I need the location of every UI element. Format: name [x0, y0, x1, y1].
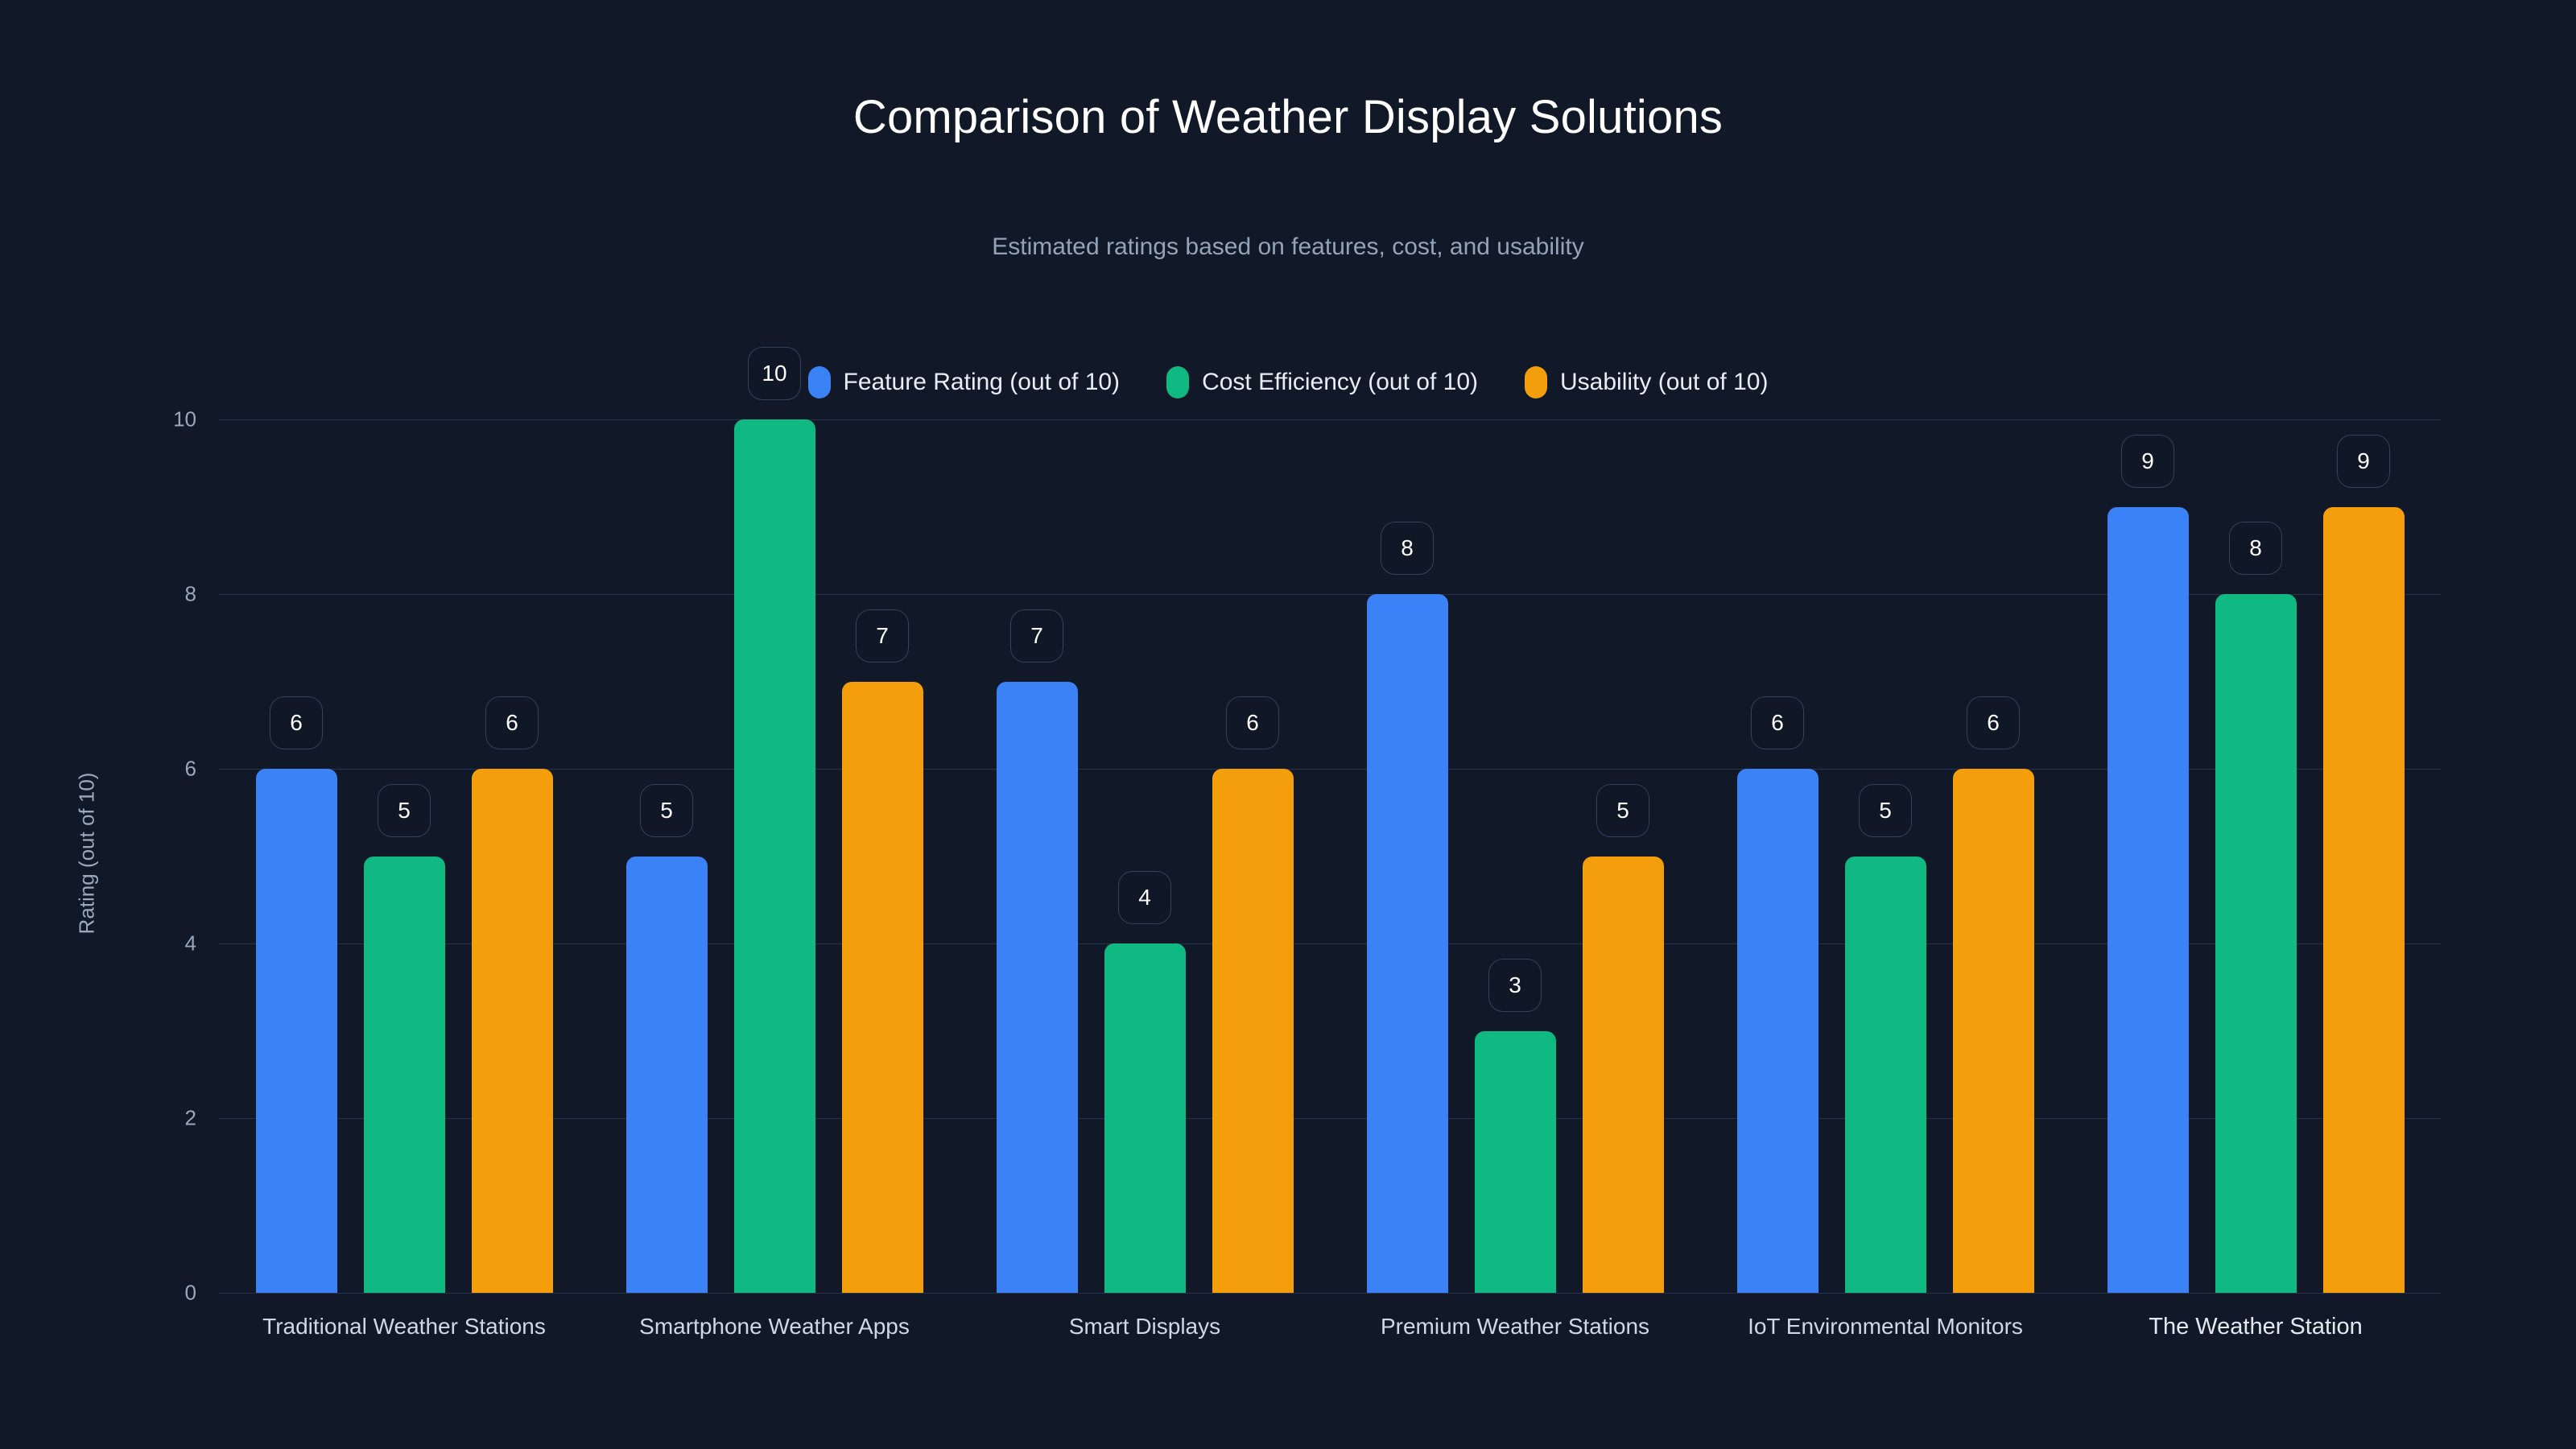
legend-item-label: Feature Rating (out of 10): [843, 369, 1121, 395]
chart-legend: Feature Rating (out of 10) Cost Efficienc…: [0, 366, 2576, 398]
y-axis-title: Rating (out of 10): [74, 772, 99, 935]
bar[interactable]: [2215, 594, 2297, 1293]
bar[interactable]: [733, 419, 815, 1293]
bar[interactable]: [1212, 769, 1294, 1293]
data-label-badge: 3: [1488, 958, 1542, 1012]
data-label-badge: 5: [378, 783, 431, 837]
gridline-8: [219, 594, 2441, 595]
bar[interactable]: [1582, 856, 1664, 1293]
bar[interactable]: [625, 856, 708, 1293]
legend-swatch-icon: [807, 366, 831, 398]
data-label-badge: 6: [1967, 696, 2020, 749]
data-label-badge: 7: [856, 609, 909, 663]
data-label-badge: 5: [1859, 783, 1912, 837]
legend-item-0[interactable]: Feature Rating (out of 10): [807, 366, 1121, 398]
data-label-badge: 4: [1118, 871, 1171, 924]
bar[interactable]: [1952, 769, 2034, 1293]
gridline-2: [219, 1118, 2441, 1119]
y-tick-label: 8: [184, 581, 196, 606]
bar[interactable]: [2322, 506, 2405, 1293]
plot-area: [219, 419, 2441, 1294]
gridline-4: [219, 943, 2441, 944]
data-label-badge: 5: [1596, 783, 1649, 837]
x-axis-label: Smartphone Weather Apps: [639, 1314, 910, 1339]
y-tick-label: 10: [173, 407, 196, 431]
data-label-badge: 6: [1751, 696, 1804, 749]
bar[interactable]: [363, 856, 445, 1293]
x-axis-label: The Weather Station: [2149, 1314, 2363, 1340]
bar[interactable]: [841, 681, 923, 1293]
data-label-badge: 8: [1381, 522, 1434, 575]
data-label-badge: 5: [640, 783, 693, 837]
bar[interactable]: [1104, 943, 1186, 1293]
y-tick-label: 4: [184, 931, 196, 956]
x-axis-labels: Traditional Weather Stations Smartphone W…: [219, 1314, 2441, 1354]
y-tick-label: 0: [184, 1280, 196, 1305]
gridline-6: [219, 769, 2441, 770]
bar[interactable]: [255, 769, 337, 1293]
data-label-badge: 7: [1010, 609, 1063, 663]
bar[interactable]: [996, 681, 1078, 1293]
legend-item-label: Usability (out of 10): [1560, 369, 1769, 395]
legend-item-2[interactable]: Usability (out of 10): [1525, 366, 1768, 398]
legend-item-label: Cost Efficiency (out of 10): [1202, 369, 1478, 395]
x-axis-label: Smart Displays: [1068, 1314, 1221, 1339]
bar[interactable]: [1474, 1030, 1556, 1293]
chart-subtitle: Estimated ratings based on features, cos…: [992, 233, 1584, 260]
gridline-0: [219, 1293, 2441, 1294]
data-label-badge: 6: [485, 696, 539, 749]
bar[interactable]: [1844, 856, 1926, 1293]
x-axis-label: IoT Environmental Monitors: [1748, 1314, 2023, 1339]
bar[interactable]: [1366, 594, 1448, 1293]
bar[interactable]: [1736, 769, 1818, 1293]
legend-item-1[interactable]: Cost Efficiency (out of 10): [1166, 366, 1478, 398]
data-label-badge: 9: [2337, 434, 2390, 488]
x-axis-label: Traditional Weather Stations: [262, 1314, 546, 1339]
page-title: Comparison of Weather Display Solutions: [852, 91, 1724, 143]
legend-swatch-icon: [1166, 366, 1190, 398]
x-axis-label: Premium Weather Stations: [1380, 1314, 1650, 1339]
data-label-badge: 8: [2229, 522, 2282, 575]
y-tick-label: 2: [184, 1105, 196, 1130]
data-label-badge: 10: [748, 347, 801, 400]
bar[interactable]: [2107, 506, 2189, 1293]
legend-swatch-icon: [1525, 366, 1547, 398]
data-label-badge: 6: [1226, 696, 1279, 749]
bars-layer: 6 5 6 5 10 7 7 4 6 8 3 5 6 5 6 9 8 9: [219, 347, 2441, 1293]
gridline-10: [219, 419, 2441, 420]
data-label-badge: 9: [2121, 434, 2174, 488]
y-tick-label: 6: [184, 756, 196, 781]
data-label-badge: 6: [270, 696, 323, 749]
bar[interactable]: [471, 769, 553, 1293]
